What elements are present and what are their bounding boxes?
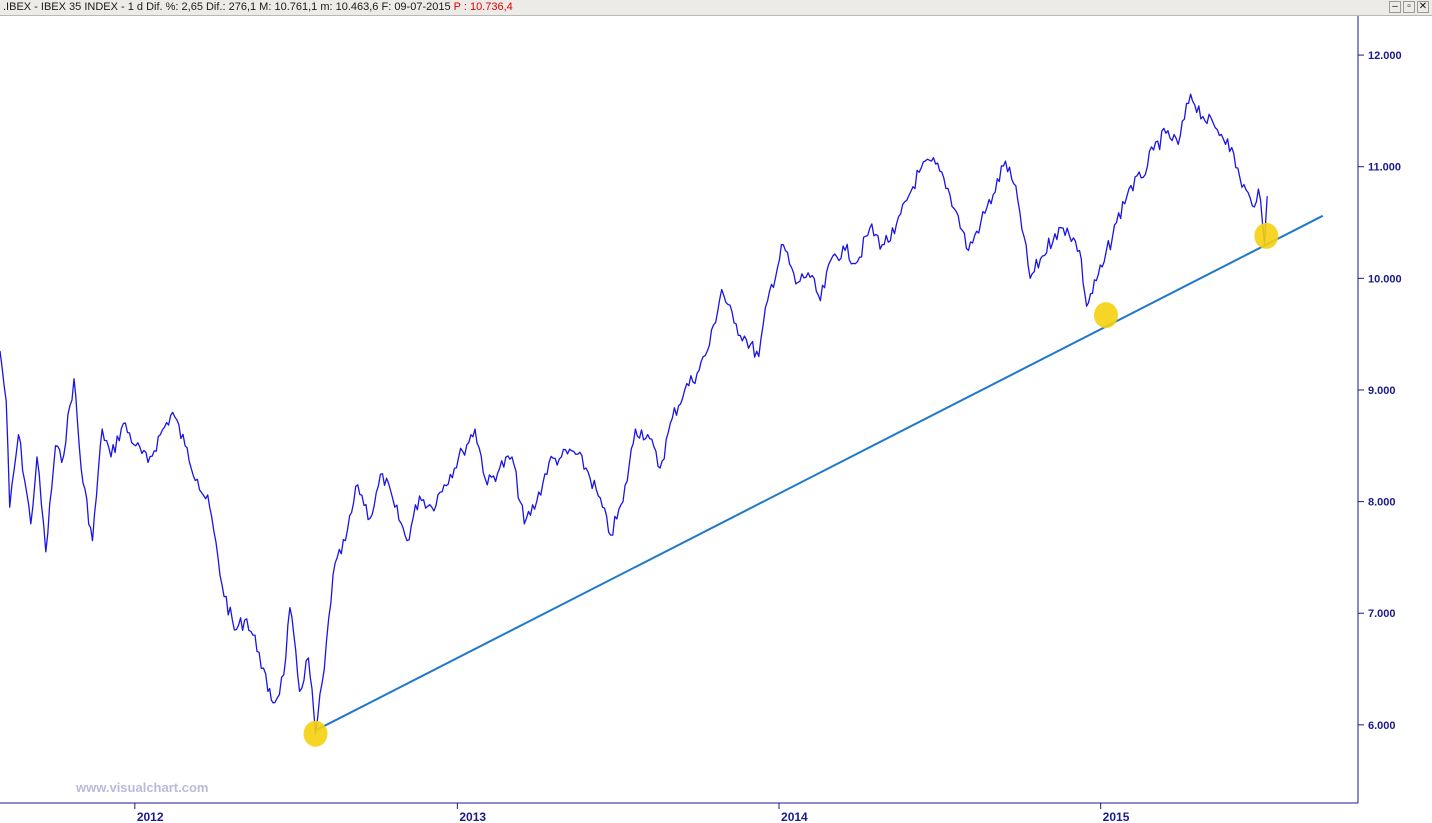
x-tick-label: 2013	[459, 810, 486, 823]
axes	[0, 16, 1359, 804]
highlight-marker	[1254, 222, 1279, 249]
x-tick-label: 2014	[781, 810, 808, 823]
price-chart: 6.000 7.000 8.000 9.000 10.000 11.000 12.000 2…	[0, 16, 1402, 823]
series-line	[0, 93, 1268, 735]
y-tick-label: 7.000	[1368, 608, 1396, 620]
x-tick-label: 2015	[1103, 810, 1130, 823]
highlight-marker	[1093, 302, 1118, 329]
interval-label: 1 d	[127, 1, 144, 13]
y-tick-label: 6.000	[1368, 720, 1396, 732]
x-tick-label: 2012	[137, 810, 164, 823]
last-price-label: P : 10.736,4	[453, 1, 513, 13]
markers-group	[303, 222, 1279, 747]
stats-label: Dif. %: 2,65 Dif.: 276,1 M: 10.761,1 m: …	[143, 1, 454, 13]
y-tick-label: 8.000	[1368, 497, 1396, 509]
series-group	[0, 93, 1268, 735]
y-tick-label: 9.000	[1368, 385, 1396, 397]
y-tick-label: 12.000	[1368, 50, 1402, 62]
watermark: www.visualchart.com	[75, 780, 208, 795]
chart-info-line: .IBEX - IBEX 35 INDEX - 1 d Dif. %: 2,65…	[3, 0, 513, 15]
highlight-marker	[303, 720, 328, 747]
y-axis: 6.000 7.000 8.000 9.000 10.000 11.000 12.000	[1358, 50, 1402, 732]
window-title-bar: .IBEX - IBEX 35 INDEX - 1 d Dif. %: 2,65…	[0, 0, 1432, 16]
y-tick-label: 10.000	[1368, 273, 1402, 285]
trend-line	[315, 214, 1324, 732]
y-tick-label: 11.000	[1368, 162, 1401, 174]
minimize-icon[interactable]: –	[1389, 1, 1401, 13]
close-icon[interactable]: ✕	[1417, 1, 1429, 13]
symbol-label: .IBEX - IBEX 35 INDEX -	[3, 1, 128, 13]
x-axis: 2012 2013 2014 2015	[134, 803, 1130, 823]
restore-icon[interactable]: ▫	[1403, 1, 1415, 13]
trend-group	[315, 214, 1324, 732]
